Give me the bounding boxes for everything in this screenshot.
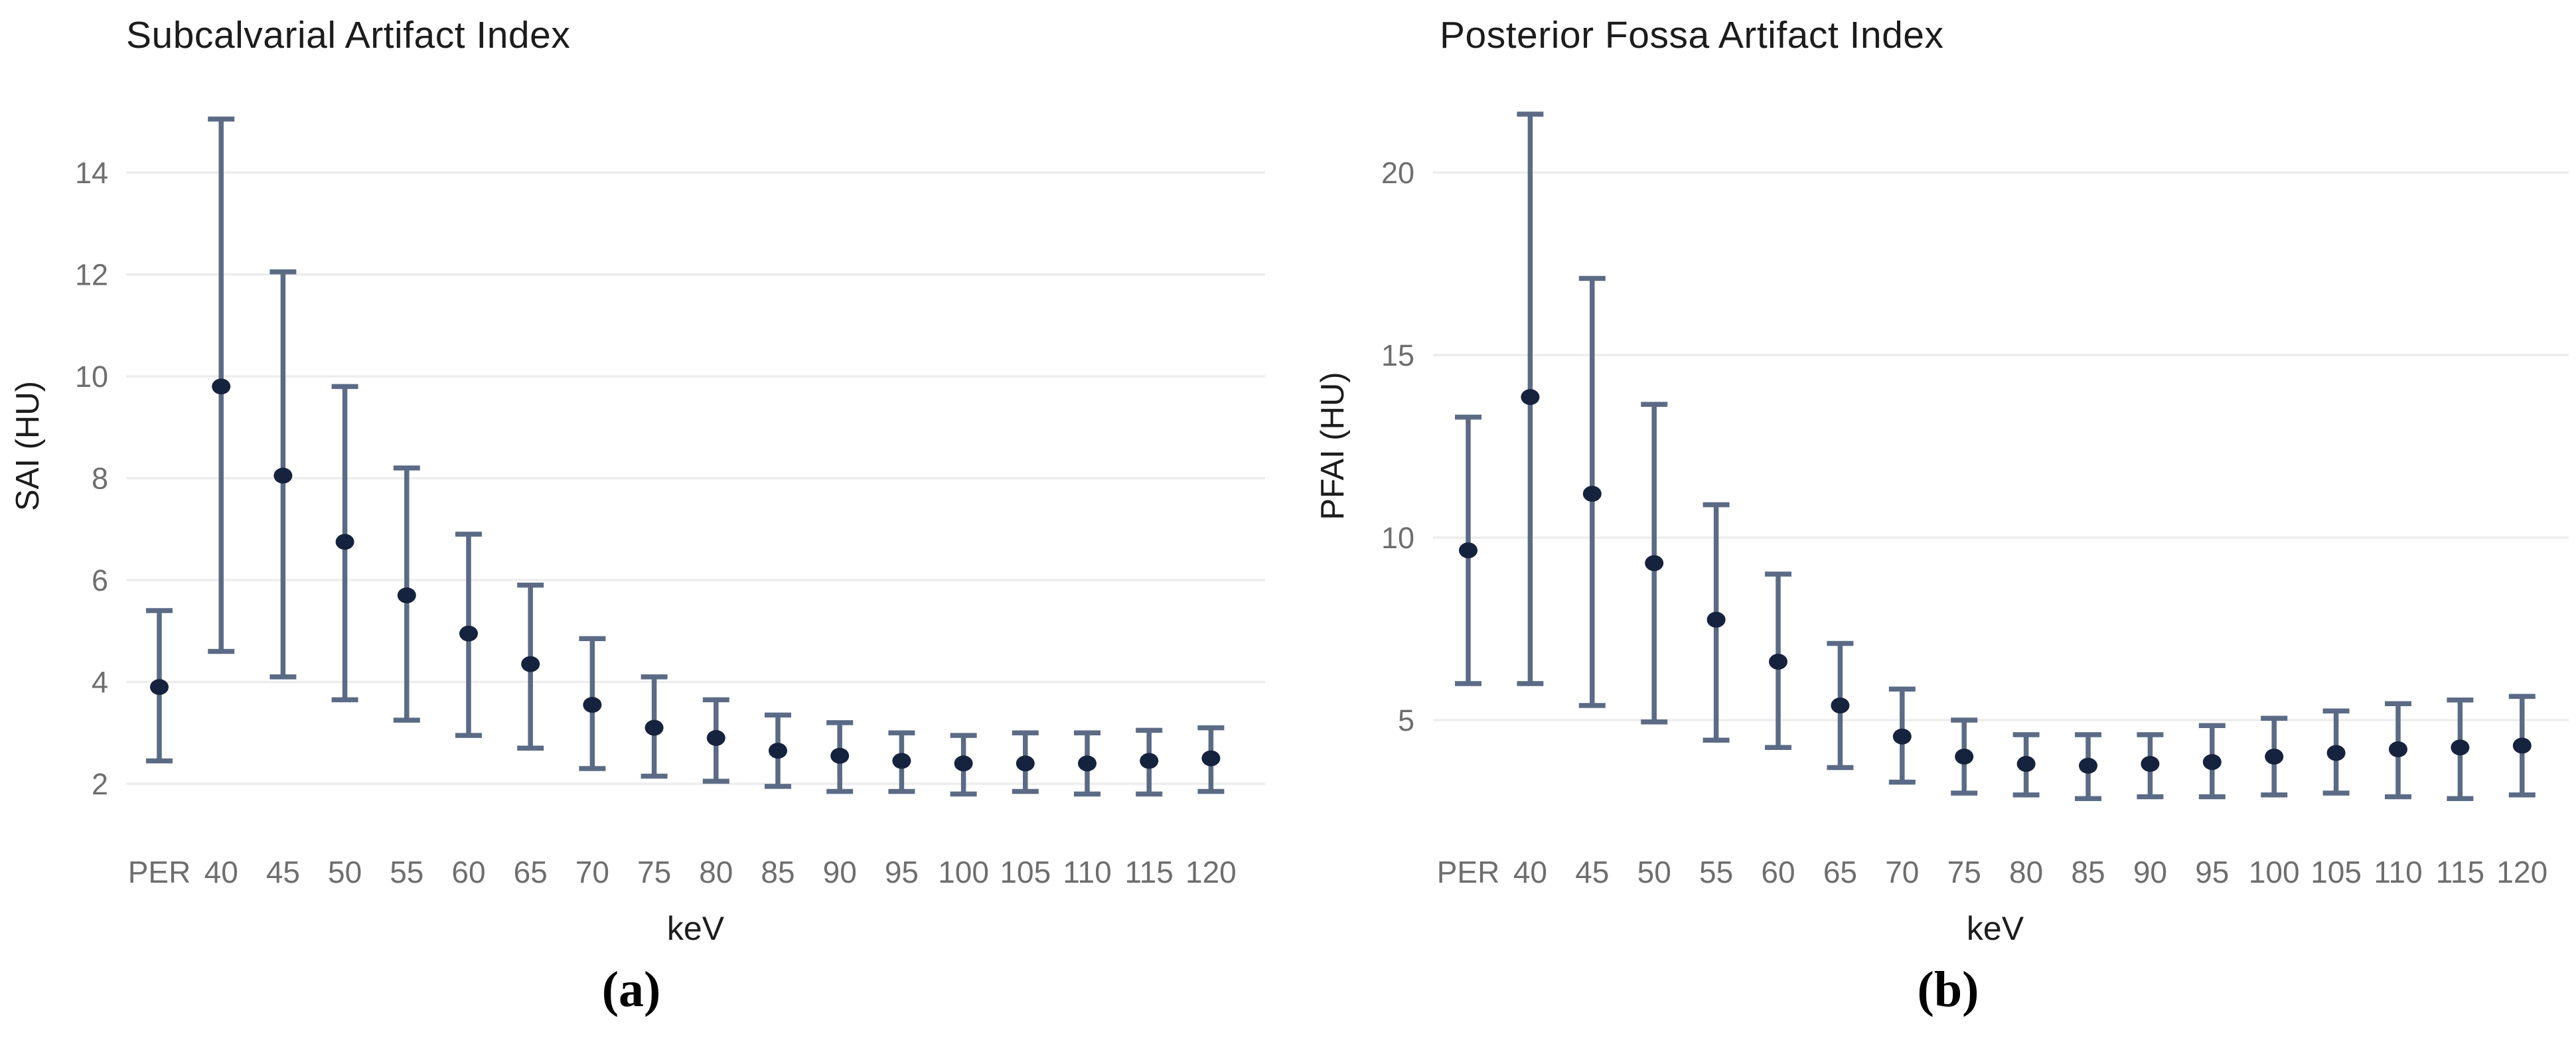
x-tick-label: 120 [2496, 855, 2547, 889]
panel-b: Posterior Fossa Artifact Index PFAI (HU)… [1288, 0, 2576, 1038]
subfigure-label-a: (a) [601, 962, 661, 1017]
data-point [2389, 741, 2407, 757]
subfigure-label-b: (b) [1917, 962, 1979, 1017]
data-point [892, 753, 911, 769]
x-tick-label: 95 [885, 855, 919, 889]
x-tick-label: 60 [1761, 855, 1795, 889]
data-point [150, 679, 169, 696]
chart-title-sai: Subcalvarial Artifact Index [126, 14, 571, 56]
x-tick-label: 40 [204, 855, 238, 889]
x-tick-label: 105 [1000, 855, 1051, 889]
data-point [2265, 749, 2284, 765]
x-tick-label: 60 [451, 855, 485, 889]
x-tick-label: 80 [699, 855, 733, 889]
data-point [212, 378, 231, 395]
data-point [2326, 745, 2346, 761]
x-tick-label: 85 [761, 855, 795, 889]
x-tick-label: 110 [2374, 855, 2422, 889]
x-tick-label: 65 [1823, 855, 1857, 889]
x-tick-label: 45 [1575, 855, 1609, 889]
chart-title-pfai: Posterior Fossa Artifact Index [1440, 14, 1944, 56]
data-point [1016, 755, 1035, 772]
x-axis-label: keV [1967, 910, 2024, 947]
y-tick-label: 8 [92, 462, 108, 496]
x-tick-label: 45 [266, 855, 300, 889]
y-tick-label: 15 [1381, 338, 1414, 372]
data-point [1521, 389, 1540, 406]
x-tick-label: 70 [1885, 855, 1919, 889]
y-tick-label: 10 [75, 360, 108, 394]
data-point [644, 719, 664, 736]
data-point [2512, 737, 2532, 754]
x-tick-label: 40 [1513, 855, 1547, 889]
data-point [1201, 750, 1221, 767]
data-point [1459, 542, 1477, 559]
x-tick-label: PER [1437, 855, 1500, 889]
y-tick-label: 12 [75, 258, 108, 292]
x-axis-label: keV [667, 910, 725, 947]
data-point [1140, 753, 1159, 769]
x-tick-label: 80 [2009, 855, 2043, 889]
data-point [335, 534, 354, 550]
y-tick-label: 5 [1398, 704, 1414, 737]
x-tick-label: 75 [1947, 855, 1981, 889]
data-point [706, 729, 725, 746]
x-tick-label: PER [128, 855, 191, 889]
data-point [459, 625, 478, 642]
data-point [1831, 698, 1850, 713]
data-point [1078, 755, 1097, 772]
x-tick-label: 110 [1063, 855, 1111, 889]
data-point [583, 697, 602, 713]
x-tick-label: 100 [938, 855, 989, 889]
x-tick-label: 55 [390, 855, 423, 889]
data-point [1582, 486, 1602, 502]
data-point [273, 467, 293, 484]
x-tick-label: 90 [2133, 855, 2167, 889]
x-tick-label: 85 [2071, 855, 2105, 889]
x-tick-label: 115 [1125, 855, 1174, 889]
x-tick-label: 115 [2436, 855, 2484, 889]
x-tick-label: 70 [575, 855, 609, 889]
data-point [521, 656, 540, 672]
data-point [2202, 754, 2222, 771]
x-tick-label: 50 [328, 855, 362, 889]
x-tick-label: 65 [514, 855, 548, 889]
data-point [2451, 739, 2470, 756]
pfai-error-bar-plot: 5 10 15 20 PER 40 45 50 55 60 65 70 75 80 85 90 95 100 105… [1381, 111, 2569, 947]
x-tick-label: 50 [1637, 855, 1671, 889]
y-tick-label: 10 [1381, 521, 1414, 555]
x-tick-label: 95 [2195, 855, 2229, 889]
y-tick-label: 4 [92, 666, 108, 700]
y-tick-label: 14 [75, 156, 108, 190]
data-point [397, 587, 416, 604]
data-point [1706, 611, 1726, 628]
x-tick-label: 75 [637, 855, 671, 889]
data-point [2079, 757, 2097, 774]
x-tick-label: 120 [1185, 855, 1237, 889]
x-tick-label: 90 [823, 855, 857, 889]
y-tick-label: 2 [92, 767, 108, 801]
x-tick-label: 100 [2249, 855, 2300, 889]
data-point [2141, 756, 2160, 772]
data-point [954, 755, 973, 772]
y-tick-label: 6 [92, 563, 108, 597]
x-tick-label: 55 [1699, 855, 1733, 889]
data-point [830, 747, 850, 764]
data-point [2016, 756, 2036, 772]
data-point [769, 743, 787, 759]
data-point [1645, 555, 1664, 571]
data-point [1769, 654, 1787, 670]
x-tick-label: 105 [2311, 855, 2362, 889]
data-point [1955, 749, 1974, 765]
y-tick-label: 20 [1381, 156, 1414, 190]
sai-error-bar-plot: 2 4 6 8 10 12 14 PER 40 45 50 55 60 65 70 75 80 85 90 95 100… [75, 116, 1265, 947]
data-point [1892, 728, 1912, 745]
